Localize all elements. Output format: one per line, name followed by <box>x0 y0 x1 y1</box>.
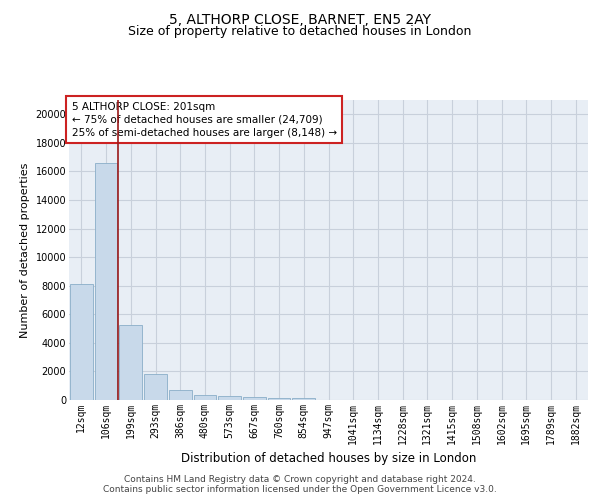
X-axis label: Distribution of detached houses by size in London: Distribution of detached houses by size … <box>181 452 476 465</box>
Bar <box>95 163 118 400</box>
Y-axis label: Number of detached properties: Number of detached properties <box>20 162 30 338</box>
Bar <box>292 398 315 400</box>
Bar <box>144 374 167 400</box>
Bar <box>194 395 216 400</box>
Text: Contains HM Land Registry data © Crown copyright and database right 2024.: Contains HM Land Registry data © Crown c… <box>124 475 476 484</box>
Bar <box>243 397 266 400</box>
Bar <box>119 324 142 400</box>
Text: Size of property relative to detached houses in London: Size of property relative to detached ho… <box>128 25 472 38</box>
Bar <box>218 396 241 400</box>
Text: 5 ALTHORP CLOSE: 201sqm
← 75% of detached houses are smaller (24,709)
25% of sem: 5 ALTHORP CLOSE: 201sqm ← 75% of detache… <box>71 102 337 138</box>
Bar <box>268 398 290 400</box>
Text: 5, ALTHORP CLOSE, BARNET, EN5 2AY: 5, ALTHORP CLOSE, BARNET, EN5 2AY <box>169 12 431 26</box>
Bar <box>169 390 191 400</box>
Text: Contains public sector information licensed under the Open Government Licence v3: Contains public sector information licen… <box>103 485 497 494</box>
Bar <box>70 284 93 400</box>
